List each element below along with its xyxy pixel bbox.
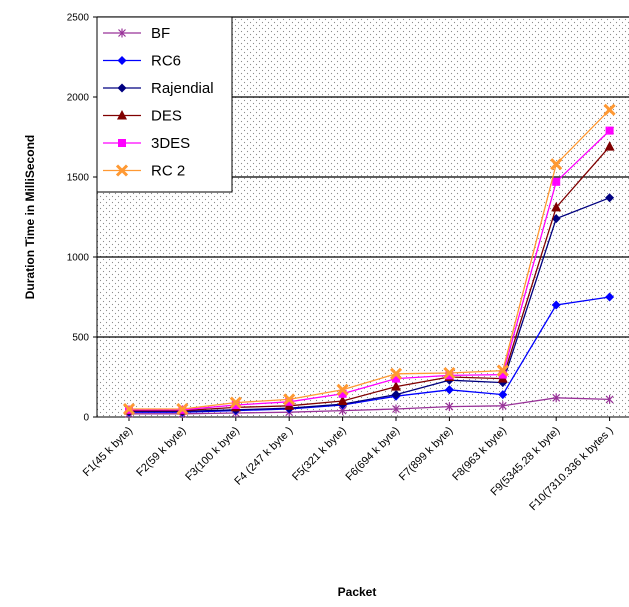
x-tick-label: F4 (247 k byte ) [232,425,295,488]
legend-item: BF [103,25,170,42]
data-point [498,401,507,411]
data-point [391,390,401,400]
data-point [605,394,614,404]
data-point [389,367,403,380]
data-point [392,374,400,383]
data-point [283,393,296,406]
series-line [129,397,610,415]
series-line [129,197,610,413]
data-point [604,141,615,151]
y-tick-label: 1500 [67,173,90,184]
data-point [444,385,454,395]
y-tick-label: 500 [72,333,89,344]
legend-label: RC 2 [151,163,185,180]
data-point [603,103,616,116]
y-axis-ticks: 0 500 1000 1500 2000 2500 [67,13,98,424]
x-tick-label: F1(45 k byte) [81,425,135,479]
series-rc-2 [122,103,616,416]
data-point [336,383,349,396]
x-tick-label: F3(100 k byte) [183,425,242,484]
y-tick-label: 2500 [67,13,90,24]
data-point [122,402,136,416]
data-point [605,292,615,302]
data-point [443,366,456,380]
y-tick-label: 2000 [67,93,90,104]
legend-label: DES [151,108,182,125]
data-point [550,158,563,171]
legend-item: RC 2 [103,163,185,180]
series-line [129,296,610,413]
data-point [498,370,507,379]
series-layer [122,103,616,419]
legend-label: BF [151,25,170,42]
x-tick-label: F2(59 k byte) [134,425,188,479]
legend-marker [117,56,127,65]
data-point [552,177,561,186]
data-point [231,401,240,409]
series-line [129,130,611,411]
legend-marker [115,164,129,177]
x-tick-label: F6(694 k byte) [343,425,402,484]
data-point [552,393,561,403]
legend-label: 3DES [151,135,190,152]
x-axis-title: Packet [338,585,377,599]
data-point [285,397,294,406]
legend-label: RC6 [151,53,181,70]
data-point [337,395,348,405]
data-point [176,402,189,416]
data-point [445,371,454,380]
series-line [129,109,611,410]
legend-label: Rajendial [151,80,214,97]
data-point [391,381,401,391]
y-tick-label: 0 [83,413,89,424]
data-point [498,390,508,400]
data-point [605,193,615,203]
x-tick-label: F8(963 k byte) [450,425,509,484]
data-point [605,126,614,135]
legend-item: Rajendial [103,80,214,97]
x-axis-ticks: F1(45 k byte) F2(59 k byte)F3(100 k byte)… [81,417,616,513]
legend-marker [118,139,126,147]
series-line [129,146,611,412]
data-point [551,201,562,212]
x-tick-label: F7(899 k byte) [397,425,456,484]
legend: BF RC6 Rajendial DES 3DES RC 2 [96,16,233,193]
legend-box [96,16,233,193]
data-point [551,300,561,310]
y-axis-title: Duration Time in MilliSecond [23,135,37,299]
legend-marker [118,28,126,38]
data-point [392,404,400,414]
data-point [496,364,509,377]
data-point [229,396,242,409]
legend-item: DES [103,108,182,125]
legend-marker [117,83,127,93]
legend-marker [117,110,127,120]
data-point [445,402,454,412]
y-tick-label: 1000 [67,253,90,264]
legend-item: RC6 [103,53,181,70]
data-point [338,389,347,398]
series-bf [125,393,614,419]
legend-item: 3DES [103,135,190,152]
x-tick-label: F5(321 k byte) [290,425,349,484]
